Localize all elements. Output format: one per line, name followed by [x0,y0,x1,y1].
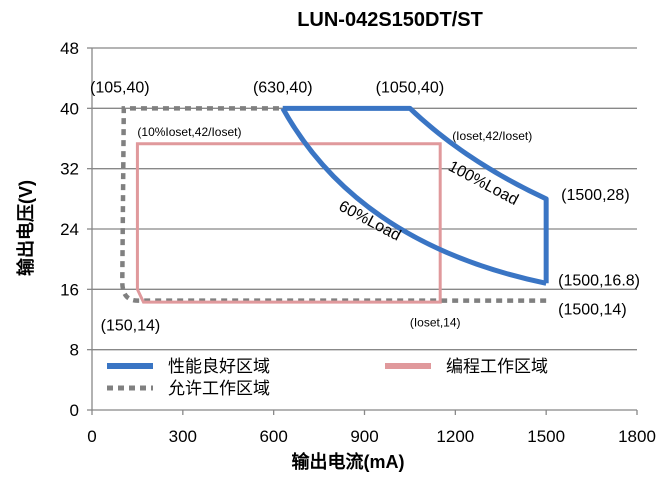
annotation-label: 60%Load [336,198,404,245]
y-axis-title: 输出电压(V) [15,180,36,276]
x-tick-label: 1800 [618,427,656,446]
annotation-label: (630,40) [253,79,313,96]
y-tick-label: 32 [60,160,79,179]
annotation-label: (10%Ioset,42/Ioset) [137,125,241,139]
x-axis-title: 输出电流(mA) [292,451,405,472]
annotation-label: (1500,16.8) [558,272,640,289]
x-tick-label: 900 [350,427,378,446]
y-ticks: 0 8 16 24 32 40 48 [60,39,79,420]
load-60-curve [280,107,547,286]
x-tick-label: 1500 [527,427,565,446]
x-ticks: 0 300 600 900 1200 1500 1800 [87,410,656,446]
annotation-label: (Ioset,14) [410,315,461,329]
y-tick-label: 48 [60,39,79,58]
legend: 性能良好区域 编程工作区域 允许工作区域 [107,357,548,398]
x-tick-label: 1200 [436,427,474,446]
y-tick-label: 0 [70,401,79,420]
x-tick-label: 600 [259,427,287,446]
annotation-label: (Ioset,42/Ioset) [452,129,532,143]
grid [87,47,637,411]
annotation-label: (1050,40) [376,79,445,96]
annotation-label: (1500,28) [561,187,630,204]
chart-title: LUN-042S150DT/ST [297,9,483,31]
annotation-label: (1500,14) [558,301,627,318]
legend-label-good: 性能良好区域 [168,357,270,376]
y-tick-label: 24 [60,220,79,239]
series-allowed-region [120,106,547,303]
legend-label-allowed: 允许工作区域 [168,379,270,398]
series-programming-region [135,142,442,304]
annotation-label: (150,14) [101,317,161,334]
y-tick-label: 8 [70,341,79,360]
legend-label-programming: 编程工作区域 [446,357,548,376]
y-tick-label: 16 [60,280,79,299]
series [120,105,549,304]
annotation-label: (105,40) [90,79,150,96]
series-good-region [282,105,549,284]
y-tick-label: 40 [60,99,79,118]
x-tick-label: 0 [87,427,96,446]
x-tick-label: 300 [169,427,197,446]
